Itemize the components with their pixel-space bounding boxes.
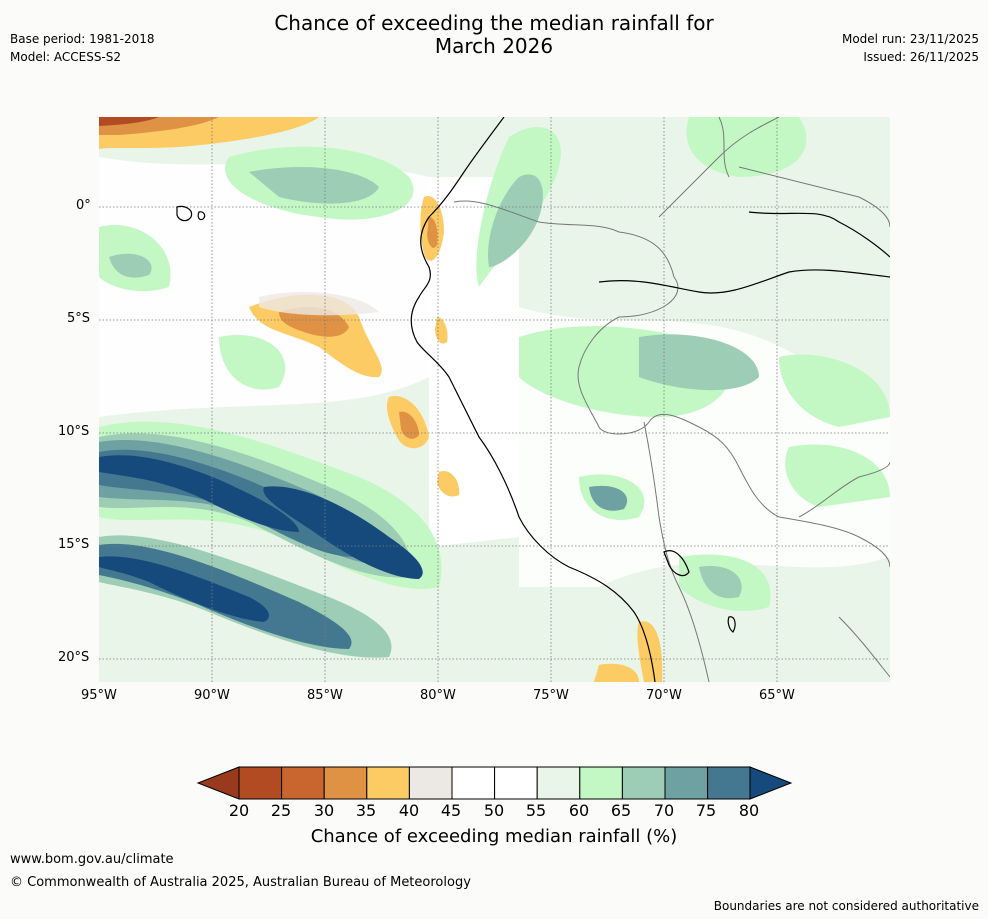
coastline <box>176 117 890 682</box>
teal-patch-peru <box>639 334 759 391</box>
colorbar-tick: 40 <box>398 801 420 820</box>
colorbar-tick: 30 <box>313 801 335 820</box>
lat-label: 20°S <box>58 650 90 665</box>
orange-patch-coast-s <box>437 471 460 497</box>
colorbar-box <box>707 766 751 800</box>
deep-blue-core-3 <box>99 556 269 622</box>
colorbar-tick: 80 <box>738 801 760 820</box>
teal-patch-ecuador <box>488 174 543 267</box>
colorbar-tick: 20 <box>228 801 250 820</box>
green-patch-sw <box>219 335 286 390</box>
lon-label: 85°W <box>307 688 343 703</box>
colorbar-tick: 60 <box>568 801 590 820</box>
dark-orange-patch-peru <box>399 411 419 439</box>
colorbar <box>196 766 793 800</box>
neutral-zone-coast <box>429 177 519 547</box>
green-patch-e <box>779 354 890 427</box>
colorbar-under-arrow <box>196 766 240 800</box>
colorbar-box <box>238 766 283 800</box>
base-period-text: Base period: 1981-2018 <box>10 32 155 46</box>
colorbar-tick: 25 <box>270 801 292 820</box>
colorbar-tick: 45 <box>440 801 462 820</box>
colorbar-box <box>366 766 410 800</box>
lon-label: 65°W <box>759 688 795 703</box>
lon-label: 70°W <box>646 688 682 703</box>
deep-blue-core-2 <box>263 486 423 579</box>
colorbar-box <box>451 766 496 800</box>
colorbar-tick: 65 <box>610 801 632 820</box>
colorbar-box <box>323 766 368 800</box>
teal-core-s <box>589 485 628 511</box>
website-text: www.bom.gov.au/climate <box>10 852 174 867</box>
lat-label: 5°S <box>67 311 91 326</box>
country-borders <box>453 117 890 682</box>
colorbar-box <box>536 766 581 800</box>
brown-patch-nw <box>99 117 159 126</box>
copyright-text: © Commonwealth of Australia 2025, Austra… <box>10 875 471 890</box>
colorbar-label: Chance of exceeding median rainfall (%) <box>310 826 678 847</box>
disclaimer-text: Boundaries are not considered authoritat… <box>713 899 979 913</box>
page-title: Chance of exceeding the median rainfall … <box>0 12 988 58</box>
lat-label: 10°S <box>58 424 90 439</box>
lon-label: 80°W <box>420 688 456 703</box>
colorbar-tick: 75 <box>695 801 717 820</box>
colorbar-over-arrow <box>749 766 793 800</box>
lon-label: 75°W <box>533 688 569 703</box>
colorbar-box <box>579 766 623 800</box>
model-run-text: Model run: 23/11/2025 <box>841 32 979 46</box>
lat-label: 15°S <box>58 537 90 552</box>
map-graticule <box>99 117 890 682</box>
colorbar-box <box>494 766 538 800</box>
colorbar-box <box>408 766 453 800</box>
colorbar-tick: 50 <box>483 801 505 820</box>
rainfall-map <box>99 117 890 682</box>
grey-patch <box>259 292 379 316</box>
colorbar-tick: 35 <box>355 801 377 820</box>
orange-patch-chile-w <box>594 663 639 682</box>
colorbar-tick: 70 <box>653 801 675 820</box>
title-line-2: March 2026 <box>434 34 554 58</box>
dark-orange-patch-ecuador <box>427 217 438 248</box>
lon-label: 90°W <box>194 688 230 703</box>
colorbar-tick: 55 <box>525 801 547 820</box>
model-text: Model: ACCESS-S2 <box>10 50 122 64</box>
lon-label: 95°W <box>81 688 117 703</box>
issued-text: Issued: 26/11/2025 <box>863 50 979 64</box>
lat-label: 0° <box>76 198 91 213</box>
title-line-1: Chance of exceeding the median rainfall … <box>274 11 714 35</box>
colorbar-box <box>664 766 709 800</box>
teal-patch-se <box>699 566 742 599</box>
teal-patch-nw <box>249 167 379 204</box>
deep-blue-core-1 <box>99 455 299 532</box>
colorbar-box <box>281 766 325 800</box>
teal-patch-w <box>109 253 152 278</box>
colorbar-boxes <box>238 766 751 800</box>
colorbar-box <box>621 766 666 800</box>
green-patch-n <box>686 117 807 177</box>
green-patch-bolivia <box>785 444 890 507</box>
